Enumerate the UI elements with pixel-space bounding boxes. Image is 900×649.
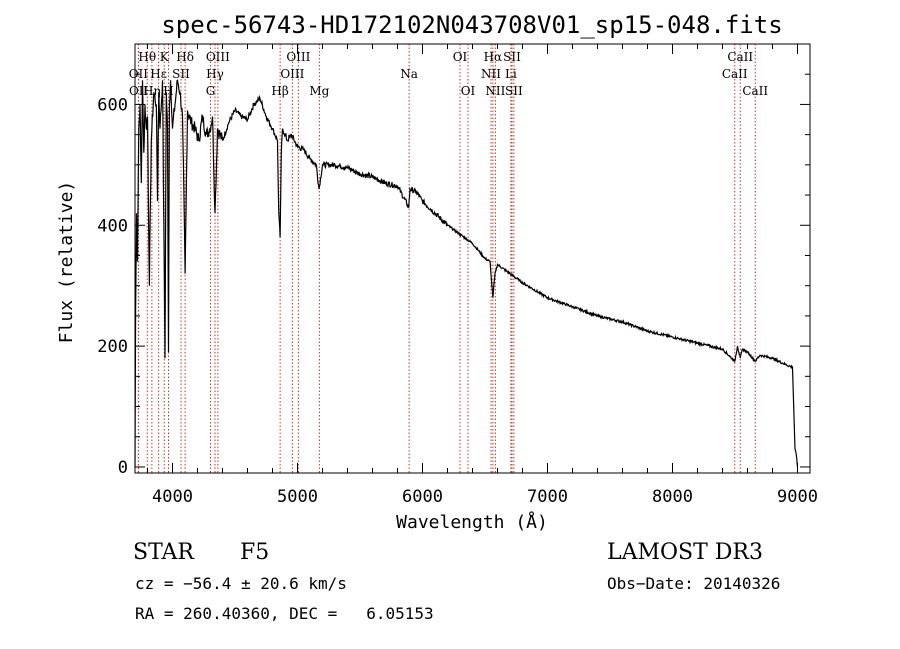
spectral-line-label: CaII bbox=[722, 67, 748, 81]
spectral-line-label: Hθ bbox=[138, 50, 156, 64]
spectral-line-label: Hγ bbox=[206, 67, 224, 81]
plot-frame bbox=[134, 43, 811, 474]
x-tick-label: 9000 bbox=[777, 487, 818, 507]
spectral-line-label: Hα bbox=[484, 50, 503, 64]
spectral-line-label: Hβ bbox=[271, 84, 288, 98]
x-axis-ticks: 4000 5000 6000 7000 8000 9000 bbox=[147, 44, 818, 507]
survey-name: LAMOST DR3 bbox=[607, 540, 763, 565]
spectral-line-label: NII bbox=[481, 67, 501, 81]
spectral-line-markers bbox=[137, 44, 756, 473]
obs-date: Obs−Date: 20140326 bbox=[607, 574, 780, 593]
spectral-line-label: OI bbox=[461, 84, 476, 98]
y-tick-label: 200 bbox=[97, 337, 128, 357]
spectral-line-label: Mg bbox=[309, 84, 329, 98]
spectral-line-label: Li bbox=[505, 67, 517, 81]
x-tick-label: 5000 bbox=[277, 487, 318, 507]
x-tick-label: 6000 bbox=[402, 487, 443, 507]
chart-title: spec-56743-HD172102N043708V01_sp15-048.f… bbox=[161, 11, 782, 39]
y-tick-label: 600 bbox=[97, 95, 128, 115]
coordinates: RA = 260.40360, DEC = 6.05153 bbox=[135, 604, 434, 623]
spectral-line-label: OI bbox=[453, 50, 468, 64]
spectral-line-label: OIII bbox=[280, 67, 304, 81]
x-axis-label: Wavelength (Å) bbox=[396, 511, 548, 533]
spectral-line-label: Hδ bbox=[176, 50, 194, 64]
spectral-line-label: OIII bbox=[206, 50, 230, 64]
spectral-line-label: H bbox=[163, 84, 173, 98]
redshift-info: cz = −56.4 ± 20.6 km/s bbox=[135, 574, 347, 593]
spectral-line-label: K bbox=[160, 50, 170, 64]
y-axis-ticks: 0 200 400 600 bbox=[97, 43, 810, 478]
spectral-line-label: SII bbox=[503, 50, 521, 64]
object-class: STAR bbox=[133, 540, 195, 565]
spectral-line-label: OII bbox=[129, 84, 149, 98]
spectral-line-label: NII bbox=[485, 84, 505, 98]
spectral-line-label: SII bbox=[505, 84, 523, 98]
x-tick-label: 4000 bbox=[152, 487, 193, 507]
spectral-line-label: Na bbox=[400, 67, 418, 81]
y-axis-label: Flux (relative) bbox=[56, 181, 77, 344]
y-tick-label: 0 bbox=[118, 458, 128, 478]
spectral-line-label: SII bbox=[172, 67, 190, 81]
spectral-line-label: OIII bbox=[286, 50, 310, 64]
spectral-line-label: Hη bbox=[143, 84, 161, 98]
x-tick-label: 7000 bbox=[527, 487, 568, 507]
spectrum-series-line bbox=[134, 79, 799, 468]
spectral-line-label: G bbox=[206, 84, 216, 98]
x-tick-label: 8000 bbox=[652, 487, 693, 507]
spectral-line-label: Hε bbox=[150, 67, 167, 81]
spectral-line-label: CaII bbox=[727, 50, 753, 64]
spectral-line-label: CaII bbox=[742, 84, 768, 98]
object-subclass: F5 bbox=[240, 540, 269, 565]
y-tick-label: 400 bbox=[97, 216, 128, 236]
